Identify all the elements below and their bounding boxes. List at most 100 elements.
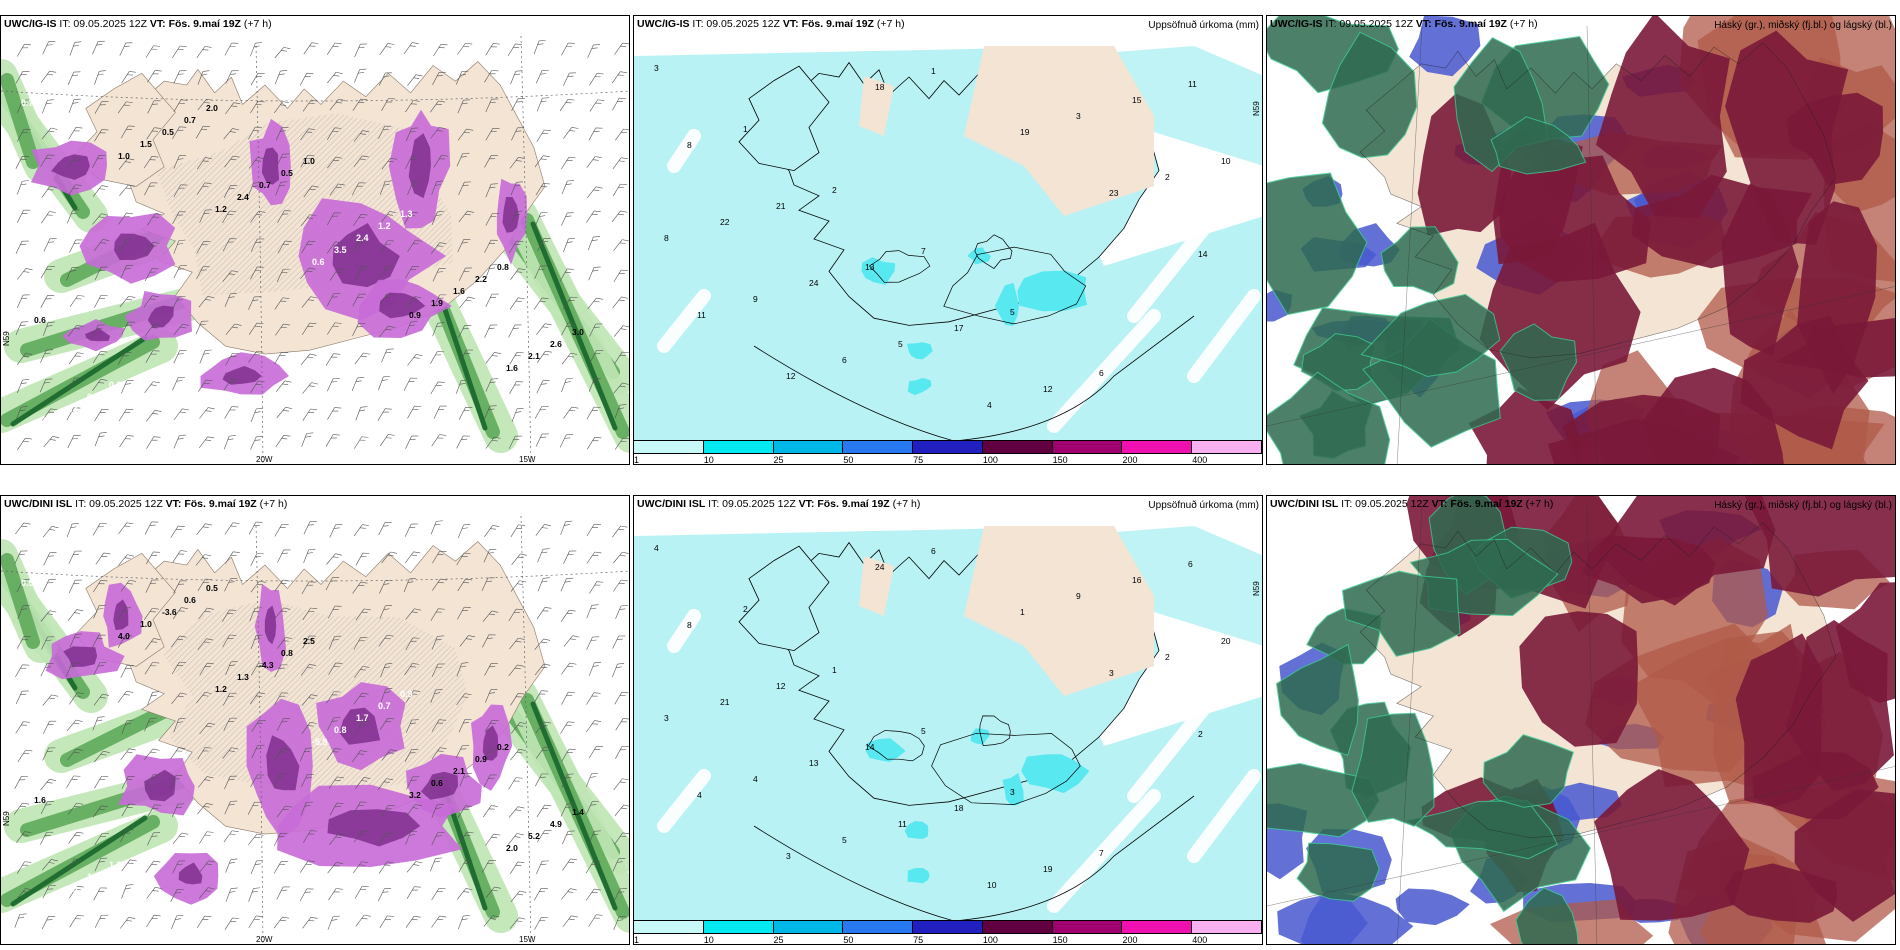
wind-barb [300,664,317,676]
wind-barb [329,183,345,196]
wind-barb [301,774,315,788]
high-cloud [1341,570,1461,657]
wind-barb [326,553,342,565]
wind-barb [119,295,136,308]
wind-barb [613,239,629,251]
wind-barb [510,890,527,903]
wind-barb [352,293,366,307]
wind-barb [327,407,342,420]
wind-barb [43,552,57,566]
wind-barb [536,129,551,143]
precip-core-magenta [502,197,520,233]
wind-barb [535,721,551,734]
precip-amount-label: 12 [776,681,786,691]
low-cloud [1395,888,1470,926]
wind-barb [196,266,210,280]
wind-barb [119,184,135,196]
wind-barb [405,915,421,928]
wind-barb [482,748,498,761]
wind-barb [275,127,289,141]
wind-barb [483,915,500,927]
wind-barb [94,294,108,308]
precip-amount-label: 13 [809,758,819,768]
wind-barb [145,860,161,873]
wind-barb [485,212,500,226]
wind-barb [15,690,29,705]
dry-streak [1127,689,1221,803]
wind-barb [145,45,161,58]
wind-barb [69,633,83,648]
precip-amount-label: 19 [1043,864,1053,874]
wind-barb [587,437,602,450]
wind-barb [224,155,240,168]
lat-label: N59 [2,811,11,826]
precip-value-label: 1.7 [356,713,369,723]
wind-barb [248,322,264,335]
grid-line [1586,25,1598,464]
precip-value-label: 0.5 [21,578,34,588]
wind-barb [379,605,393,619]
wind-barb [300,801,313,816]
wind-barb [224,293,238,307]
colorbar-segment [703,920,774,934]
wind-barb [94,832,109,846]
wind-barb [378,522,392,536]
wind-barb [535,182,551,196]
wind-barb [147,213,162,226]
precip-amount-label: 6 [1099,368,1104,378]
wind-barb [195,554,212,566]
wind-barb [171,661,187,675]
precip-area-10mm [970,728,990,745]
wind-barb [147,691,160,706]
wind-barb [118,607,132,621]
wind-barb [326,42,342,55]
grid-line [1267,286,1895,427]
colorbar-label: 10 [703,455,714,465]
wind-barb [66,719,83,731]
wind-barb [534,663,551,676]
wind-barb [300,353,317,365]
wind-barb [224,775,237,790]
wind-barb [456,888,473,900]
wind-barb [248,521,263,535]
wind-barb [144,662,160,675]
wind-barb [93,693,110,706]
wind-barb [121,321,135,335]
wind-barb [353,801,368,815]
wind-barb [536,804,552,817]
precip-value-label: 0.6 [184,595,196,605]
wind-barb [355,721,370,734]
contour-line [753,315,1195,442]
precip-amount-label: 12 [786,371,796,381]
wind-barb [224,800,238,815]
colorbar-segment [982,920,1053,934]
wind-barb [328,776,344,789]
wind-barb [484,155,499,168]
wind-barb [431,434,447,447]
wind-barb [559,434,573,448]
wind-barb [508,777,523,790]
wind-barb [355,777,371,789]
wind-barb [198,436,215,449]
precip-amount-label: 12 [1043,384,1053,394]
wind-barb [299,747,313,762]
precip-value-label: 0.9 [409,310,421,320]
dry-land-area [964,526,1154,696]
wind-barb [353,155,369,168]
wind-barb [378,832,394,845]
mid-cloud-dense [1724,863,1838,923]
wind-barb [328,888,343,901]
wind-barb [68,377,82,391]
wind-barb [118,554,134,566]
wind-barb [351,182,366,196]
wind-barb [118,212,134,225]
wind-barb [560,520,573,535]
wind-barb [430,608,445,621]
mid-cloud-dense [1594,769,1750,921]
wind-barb [251,719,267,732]
wind-barb [41,186,57,198]
wind-barb [352,239,368,252]
high-cloud [1360,293,1501,378]
wind-barb [94,432,107,447]
wind-barb [42,41,56,55]
